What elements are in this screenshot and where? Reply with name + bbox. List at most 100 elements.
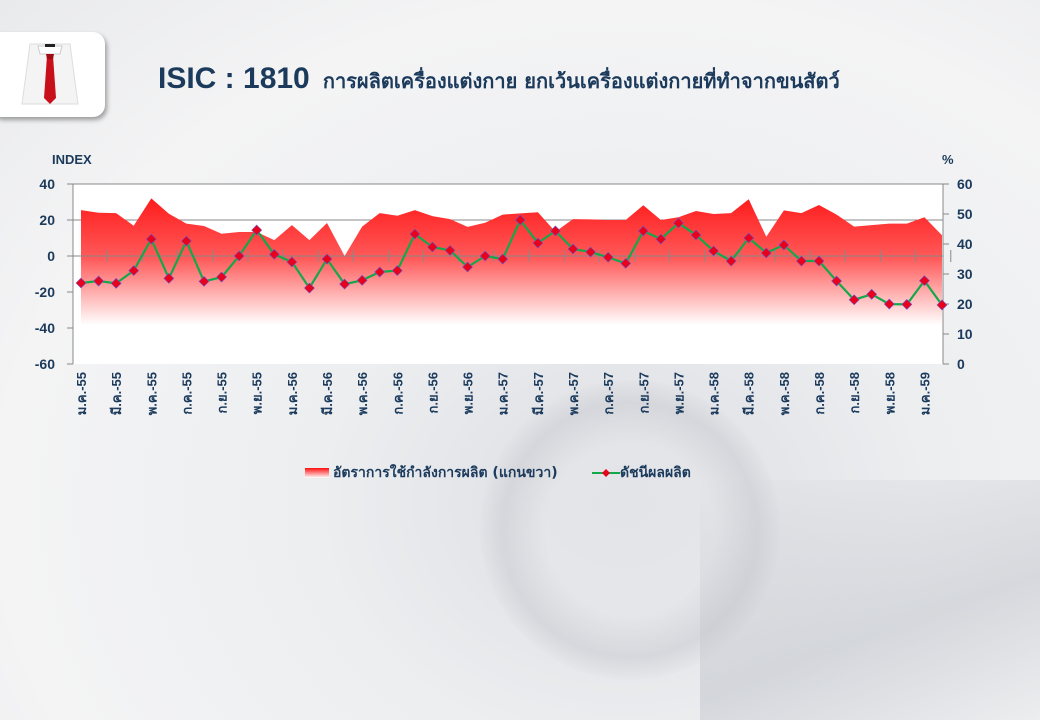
index-marker <box>479 250 491 262</box>
right-axis-title: % <box>942 152 954 167</box>
x-axis-tick-label: มี.ค.-56 <box>320 372 335 415</box>
index-marker <box>75 277 87 289</box>
index-marker <box>286 256 298 268</box>
background-paper <box>700 480 1040 720</box>
index-marker <box>198 275 210 287</box>
x-axis-tick-label: พ.ย.-57 <box>671 372 686 414</box>
index-marker <box>321 253 333 265</box>
index-marker <box>268 248 280 260</box>
index-marker <box>304 282 315 294</box>
legend-item-index: ดัชนีผลผลิต <box>592 462 691 484</box>
right-axis-tick-label: 10 <box>957 326 973 342</box>
x-axis-tick-label: ก.ย.-56 <box>425 372 440 414</box>
right-axis-tick-label: 20 <box>957 296 973 312</box>
index-marker <box>497 253 509 265</box>
left-axis-tick-label: 20 <box>39 212 55 228</box>
index-marker <box>514 214 526 226</box>
index-marker <box>620 257 632 269</box>
x-axis-tick-label: ก.ย.-55 <box>215 372 230 414</box>
index-marker <box>866 288 878 300</box>
legend-item-utilization: อัตราการใช้กำลังการผลิต (แกนขวา) <box>305 462 558 484</box>
index-marker <box>725 255 737 267</box>
legend-line-swatch <box>592 469 620 477</box>
index-marker <box>848 294 860 306</box>
index-marker <box>181 235 192 247</box>
index-marker <box>901 298 913 310</box>
x-axis-tick-label: ม.ค.-58 <box>707 372 722 415</box>
index-marker <box>233 250 245 262</box>
legend-label: อัตราการใช้กำลังการผลิต (แกนขวา) <box>333 465 558 481</box>
left-axis-tick-label: 0 <box>47 248 55 264</box>
right-axis-tick-label: 50 <box>957 206 973 222</box>
x-axis-tick-label: ม.ค.-56 <box>285 372 300 415</box>
x-axis-tick-label: พ.ย.-55 <box>250 372 265 414</box>
page-title: ISIC : 1810 การผลิตเครื่องแต่งกาย ยกเว้น… <box>158 62 840 97</box>
left-axis-title: INDEX <box>52 152 92 167</box>
right-axis-tick-label: 30 <box>957 266 973 282</box>
left-axis-tick-label: -40 <box>35 320 55 336</box>
index-marker <box>637 225 649 237</box>
right-axis-tick-label: 0 <box>957 356 965 372</box>
left-axis-tick-label: -20 <box>35 284 55 300</box>
index-marker <box>216 271 227 283</box>
x-axis-tick-label: พ.ค.-56 <box>355 372 370 415</box>
index-marker <box>883 298 895 310</box>
index-marker <box>409 228 421 240</box>
index-marker <box>778 239 790 251</box>
index-marker <box>813 255 825 267</box>
index-marker <box>251 224 263 236</box>
x-axis-tick-label: ก.ค.-58 <box>812 372 827 415</box>
index-marker <box>163 272 175 284</box>
index-marker <box>462 261 473 273</box>
shirt-tie-icon <box>21 43 79 105</box>
x-axis-tick-label: ม.ค.-55 <box>74 372 89 415</box>
index-marker <box>690 229 702 241</box>
index-marker <box>391 265 403 277</box>
x-axis-tick-label: พ.ย.-56 <box>461 372 476 414</box>
index-marker <box>567 243 579 255</box>
x-axis-tick-label: ม.ค.-57 <box>496 372 511 415</box>
x-axis-tick-label: ก.ค.-57 <box>601 372 616 415</box>
logo-box <box>0 32 105 117</box>
index-marker <box>919 275 930 287</box>
index-marker <box>145 233 157 245</box>
index-marker <box>602 251 614 263</box>
index-marker <box>427 241 438 253</box>
index-marker <box>936 299 948 311</box>
legend-label: ดัชนีผลผลิต <box>620 465 691 481</box>
x-axis-tick-label: มี.ค.-58 <box>742 372 757 415</box>
isic-code: ISIC : 1810 <box>158 62 310 95</box>
index-marker <box>339 278 350 290</box>
index-marker <box>532 237 544 249</box>
x-axis-tick-label: ม.ค.-59 <box>917 372 932 415</box>
industry-description: การผลิตเครื่องแต่งกาย ยกเว้นเครื่องแต่งก… <box>322 69 840 93</box>
x-axis-tick-label: มี.ค.-57 <box>531 372 546 415</box>
index-marker <box>655 233 667 245</box>
right-axis-tick-label: 40 <box>957 236 973 252</box>
index-marker <box>673 217 684 229</box>
index-marker <box>128 265 140 277</box>
x-axis-tick-label: มี.ค.-55 <box>109 372 124 415</box>
x-axis-tick-label: ก.ค.-56 <box>390 372 405 415</box>
index-marker <box>796 255 807 267</box>
index-marker <box>356 274 368 286</box>
x-axis-tick-label: ก.ย.-58 <box>847 372 862 414</box>
left-axis-tick-label: -60 <box>35 356 55 372</box>
x-axis-tick-label: พ.ค.-57 <box>566 372 581 415</box>
right-axis-tick-label: 60 <box>957 176 973 192</box>
left-axis-tick-label: 40 <box>39 176 55 192</box>
x-axis-tick-label: พ.ค.-55 <box>144 372 159 415</box>
index-marker <box>110 277 122 289</box>
index-marker <box>760 247 772 259</box>
index-marker <box>444 244 456 256</box>
chart: 40 20 0 -20 -40 -60 60 50 40 30 20 10 0 ม.ค.-55 มี.ค.-… <box>35 152 973 415</box>
index-marker <box>374 266 386 278</box>
index-marker <box>831 275 842 287</box>
legend-area-swatch <box>305 468 329 478</box>
index-marker <box>708 245 719 257</box>
index-line <box>80 217 943 306</box>
index-marker <box>585 246 596 258</box>
x-axis-tick-label: พ.ค.-58 <box>777 372 792 415</box>
x-axis-tick-label: ก.ย.-57 <box>636 372 651 414</box>
utilization-area <box>81 198 942 364</box>
